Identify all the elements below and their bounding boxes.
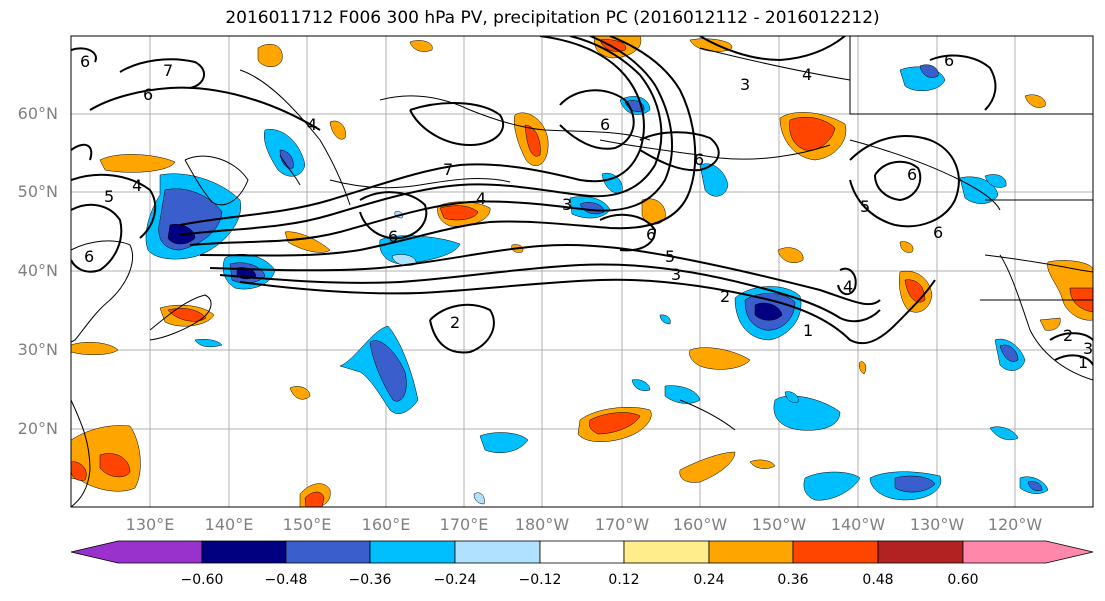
lon-label: 170°E — [439, 515, 489, 534]
contour-label: 6 — [646, 225, 656, 244]
contour-label: 4 — [132, 176, 142, 195]
contour-label: 6 — [907, 165, 917, 184]
colorbar-segment — [708, 540, 794, 564]
colorbar-tick-label: −0.60 — [180, 572, 224, 588]
contour-label: 4 — [307, 115, 317, 134]
colorbar-tick-label: −0.48 — [264, 572, 308, 588]
lon-label: 130°W — [909, 515, 965, 534]
precip-positive — [71, 36, 1093, 507]
contour-label: 5 — [665, 247, 675, 266]
colorbar — [70, 540, 1094, 564]
colorbar-tick-label: 0.24 — [693, 572, 725, 588]
colorbar-tick-label: −0.12 — [518, 572, 562, 588]
contour-label: 6 — [694, 150, 704, 169]
contour-label: 3 — [740, 75, 750, 94]
contour-label: 6 — [944, 51, 954, 70]
contour-label: 2 — [1063, 326, 1073, 345]
lon-label: 140°W — [830, 515, 886, 534]
coastlines — [71, 36, 1093, 507]
colorbar-segment — [539, 540, 625, 564]
lon-label: 170°W — [594, 515, 650, 534]
lat-label: 30°N — [17, 340, 58, 359]
colorbar-segment — [792, 540, 879, 564]
colorbar-segment — [201, 540, 287, 564]
contour-label-group: 7 6 6 5 4 6 4 7 6 3 4 6 2 3 4 5 6 6 6 6 … — [80, 51, 1093, 372]
colorbar-tick-label: 0.60 — [947, 572, 979, 588]
lat-label: 20°N — [17, 419, 58, 438]
contour-label: 6 — [80, 52, 90, 71]
colorbar-tick-label: 0.36 — [777, 572, 809, 588]
colorbar-segment — [70, 540, 203, 564]
colorbar-segment — [962, 540, 1094, 564]
contour-label: 6 — [84, 247, 94, 266]
contour-label: 6 — [600, 115, 610, 134]
map-title: 2016011712 F006 300 hPa PV, precipitatio… — [225, 8, 880, 28]
colorbar-tick-label: −0.36 — [348, 572, 392, 588]
lon-label: 160°W — [672, 515, 728, 534]
colorbar-segment — [623, 540, 710, 564]
colorbar-tick-label: −0.24 — [433, 572, 477, 588]
contour-label: 3 — [1083, 339, 1093, 358]
lon-label: 180°W — [514, 515, 570, 534]
lat-label: 40°N — [17, 261, 58, 280]
contour-label: 4 — [476, 189, 486, 208]
contour-label: 2 — [450, 313, 460, 332]
contour-label: 1 — [803, 321, 813, 340]
lon-label: 150°W — [751, 515, 807, 534]
colorbar-segment — [877, 540, 964, 564]
contour-label: 4 — [802, 65, 812, 84]
lon-label: 160°E — [361, 515, 411, 534]
contour-label: 5 — [860, 197, 870, 216]
lon-label: 140°E — [204, 515, 254, 534]
colorbar-segment — [369, 540, 456, 564]
contour-label: 6 — [388, 227, 398, 246]
pv-contours — [71, 36, 1093, 366]
contour-label: 4 — [843, 277, 853, 296]
contour-label: 5 — [104, 187, 114, 206]
lon-label: 120°W — [987, 515, 1043, 534]
lat-label: 60°N — [17, 104, 58, 123]
contour-label: 1 — [1078, 353, 1088, 372]
colorbar-segment — [285, 540, 371, 564]
contour-label: 3 — [562, 195, 572, 214]
colorbar-tick-label: 0.48 — [862, 572, 894, 588]
contour-label: 6 — [143, 85, 153, 104]
lon-label: 150°E — [282, 515, 332, 534]
lat-label: 50°N — [17, 182, 58, 201]
colorbar-segment — [454, 540, 541, 564]
contour-label: 7 — [443, 160, 453, 179]
colorbar-tick-label: 0.12 — [608, 572, 640, 588]
contour-label: 6 — [933, 223, 943, 242]
contour-label: 2 — [720, 287, 730, 306]
contour-label: 7 — [163, 61, 173, 80]
lon-label: 130°E — [125, 515, 175, 534]
contour-label: 3 — [671, 265, 681, 284]
